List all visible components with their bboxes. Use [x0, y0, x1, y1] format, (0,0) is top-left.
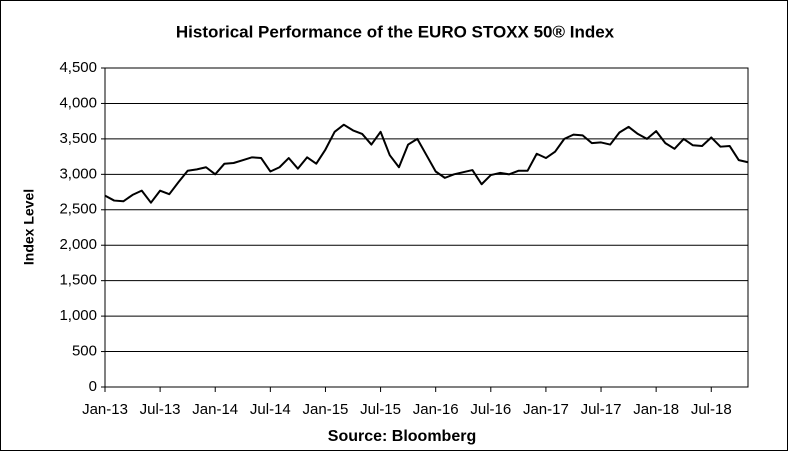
plot-area	[104, 67, 749, 388]
y-tick-label: 1,000	[59, 307, 97, 324]
x-tick-label: Jul-16	[470, 401, 511, 418]
y-axis-label: Index Level	[21, 189, 37, 265]
y-tick-label: 2,000	[59, 236, 97, 253]
x-tick-label: Jan-13	[82, 401, 128, 418]
y-tick-label: 4,500	[59, 59, 97, 76]
x-tick-label: Jul-13	[140, 401, 181, 418]
x-tick-label: Jan-14	[192, 401, 238, 418]
x-tick-label: Jul-18	[691, 401, 732, 418]
x-tick-label: Jan-18	[633, 401, 679, 418]
data-line	[104, 123, 749, 204]
y-tick-label: 3,500	[59, 130, 97, 147]
x-tick-label: Jan-17	[523, 401, 569, 418]
x-tick-label: Jan-16	[413, 401, 459, 418]
x-tick-label: Jul-17	[581, 401, 622, 418]
y-tick-label: 3,000	[59, 165, 97, 182]
y-tick-label: 500	[72, 343, 97, 360]
y-tick-label: 0	[89, 378, 97, 395]
chart-title: Historical Performance of the EURO STOXX…	[176, 22, 615, 41]
y-tick-label: 2,500	[59, 201, 97, 218]
x-tick-label: Jan-15	[303, 401, 349, 418]
x-tick-label: Jul-14	[250, 401, 291, 418]
y-tick-label: 1,500	[59, 272, 97, 289]
x-axis-label: Source: Bloomberg	[328, 428, 476, 445]
y-tick-label: 4,000	[59, 94, 97, 111]
x-tick-label: Jul-15	[360, 401, 401, 418]
